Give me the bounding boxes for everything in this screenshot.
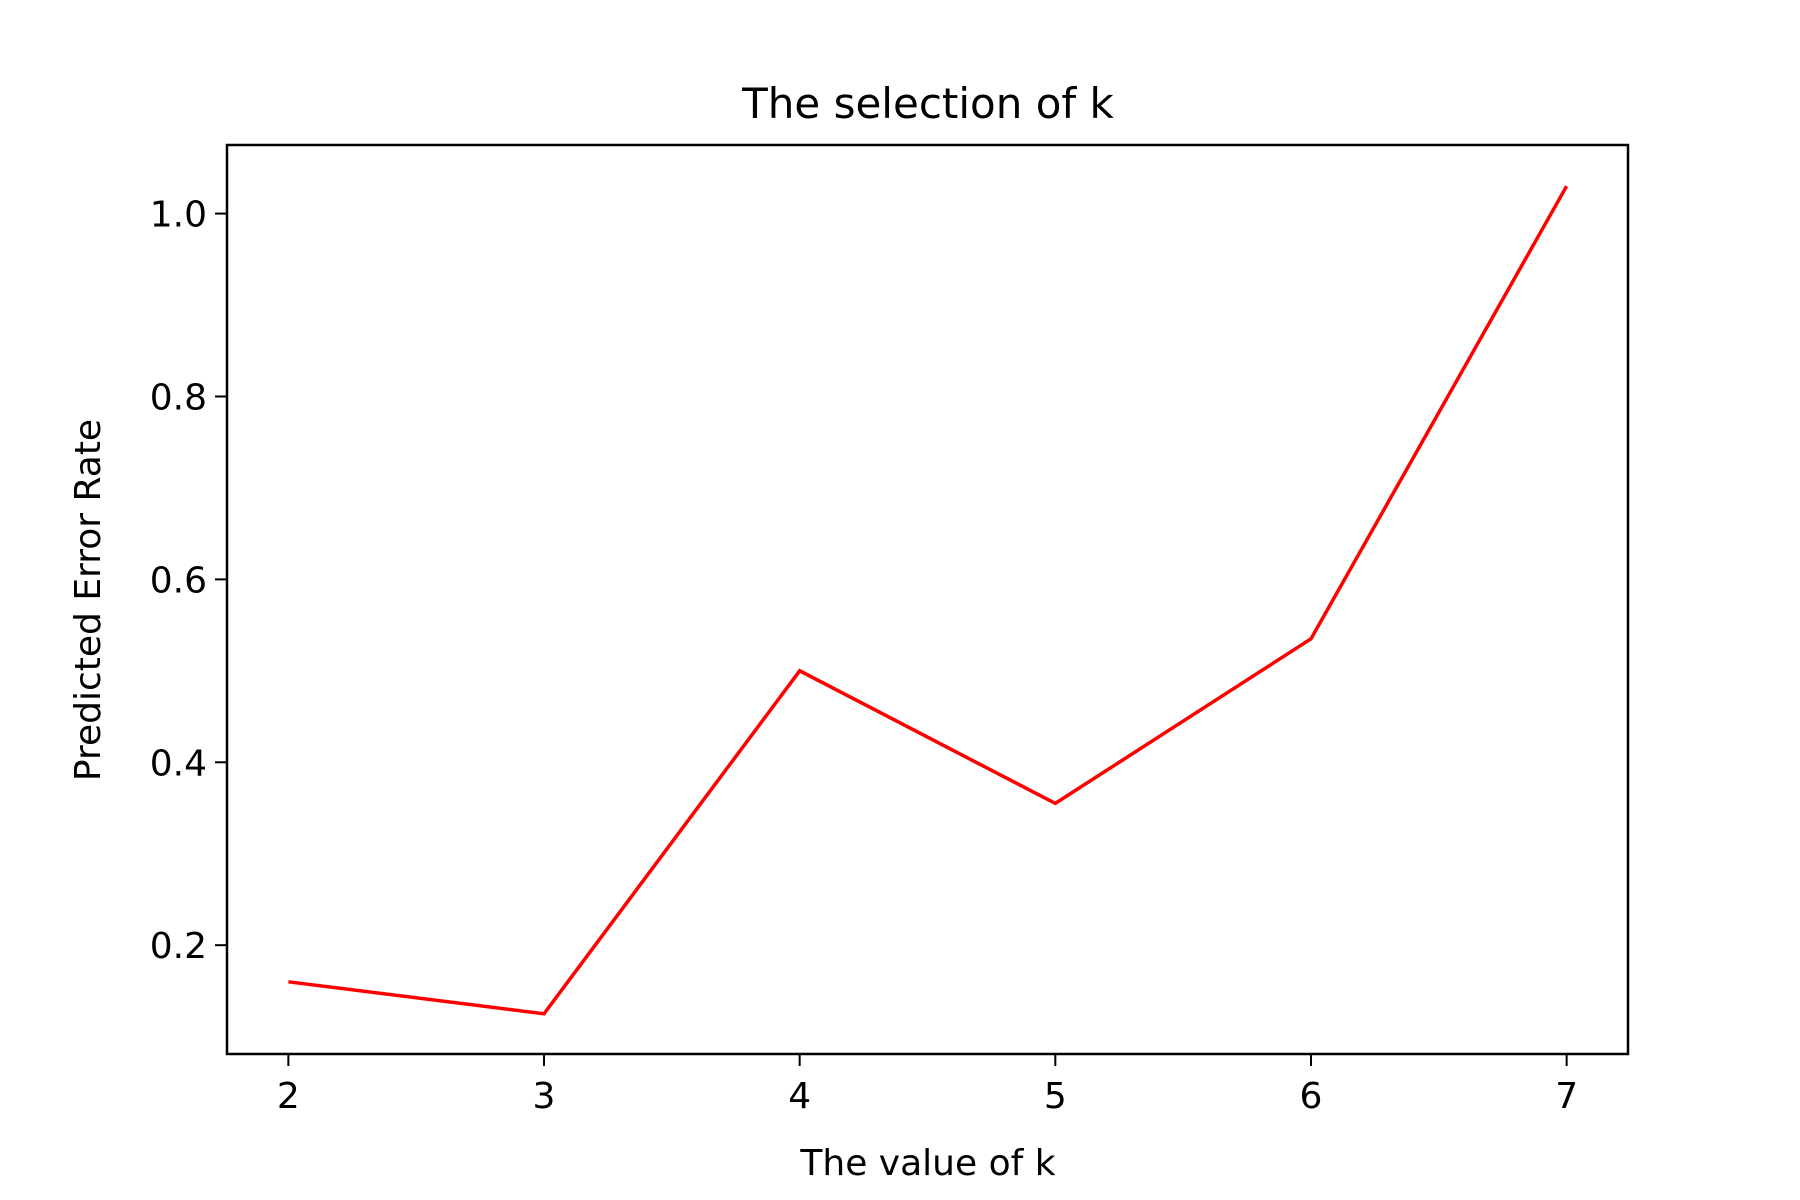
x-axis: 2 3 4 5 6 7 [277, 1054, 1578, 1117]
x-tick-label: 6 [1300, 1076, 1323, 1117]
plot-area: 2 3 4 5 6 7 0.2 0.4 0.6 0.8 1.0 [150, 143, 1630, 1117]
x-tick-label: 3 [533, 1076, 556, 1117]
y-axis-label: Predicted Error Rate [68, 419, 109, 781]
x-tick-label: 4 [788, 1076, 811, 1117]
series-layer [288, 185, 1569, 1016]
y-tick-label: 0.6 [150, 560, 207, 601]
x-axis-label: The value of k [799, 1143, 1055, 1184]
y-tick-label: 0.2 [150, 926, 207, 967]
y-tick-label: 0.4 [150, 743, 207, 784]
chart-title: The selection of k [741, 79, 1114, 128]
y-tick-label: 0.8 [150, 377, 207, 418]
plot-frame [225, 143, 1630, 1056]
series-line [288, 185, 1569, 1016]
y-tick-label: 1.0 [150, 195, 207, 236]
x-tick-label: 2 [277, 1076, 300, 1117]
y-axis: 0.2 0.4 0.6 0.8 1.0 [150, 195, 227, 967]
x-tick-label: 7 [1555, 1076, 1578, 1117]
x-tick-label: 5 [1044, 1076, 1067, 1117]
